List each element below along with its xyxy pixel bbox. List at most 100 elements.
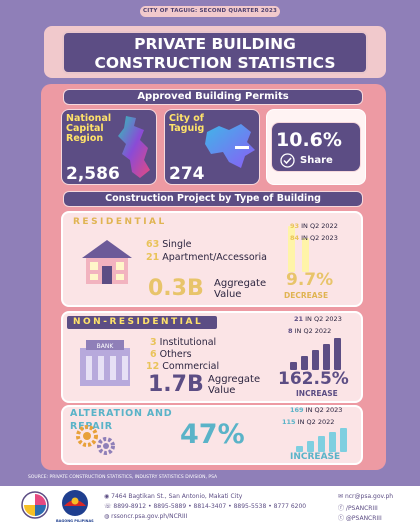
share-card: 10.6% Share bbox=[266, 109, 366, 185]
nonres-value: 1.7B bbox=[148, 372, 204, 397]
residential-value-label-1: Aggregate bbox=[214, 278, 267, 289]
nonres-bar-4 bbox=[323, 344, 330, 370]
alt-change-label: INCREASE bbox=[290, 452, 341, 462]
alt-bars bbox=[296, 428, 352, 452]
alt-q2022-num: 115 bbox=[282, 418, 296, 426]
title-line-1: PRIVATE BUILDING bbox=[134, 35, 296, 53]
residential-value-label: Aggregate Value bbox=[214, 278, 266, 300]
alt-q2022: 115 IN Q2 2022 bbox=[282, 418, 334, 426]
location-icon: ◉ bbox=[104, 493, 112, 500]
permits-heading: Approved Building Permits bbox=[63, 89, 363, 105]
single-label: Single bbox=[162, 239, 192, 250]
res-change-label: DECREASE bbox=[284, 291, 329, 300]
footer-email[interactable]: ✉ ncr@psa.gov.ph bbox=[338, 493, 393, 500]
res-q2022-num: 93 bbox=[290, 222, 300, 230]
twitter-icon: ⓣ bbox=[338, 515, 346, 522]
res-bars-2 bbox=[302, 238, 312, 272]
bagong-pilipinas-logo-icon bbox=[62, 490, 88, 516]
alt-bar-4 bbox=[329, 432, 336, 452]
taguig-map-icon bbox=[205, 124, 255, 168]
bp-label: BAGONG PILIPINAS bbox=[56, 519, 94, 523]
nonres-q2023-label: IN Q2 2023 bbox=[305, 315, 342, 323]
nonres-value-label-1: Aggregate bbox=[208, 374, 261, 385]
email-text[interactable]: ncr@psa.gov.ph bbox=[344, 493, 394, 500]
phone-icon: ☏ bbox=[104, 503, 114, 510]
nonres-bar-5 bbox=[334, 338, 341, 370]
inst-count: 3 bbox=[150, 337, 157, 348]
nonres-q2023-num: 21 bbox=[294, 315, 304, 323]
nonres-value-label: Aggregate Value bbox=[208, 374, 260, 396]
web-text[interactable]: rssoncr.psa.gov.ph/NCRIII bbox=[111, 513, 188, 520]
residential-value-label-2: Value bbox=[214, 289, 242, 300]
comm-label: Commercial bbox=[162, 361, 220, 372]
nonres-change-label: INCREASE bbox=[296, 389, 338, 398]
mail-icon: ✉ bbox=[338, 493, 345, 500]
nonres-bars bbox=[290, 338, 350, 370]
ncr-label: National Capital Region bbox=[66, 113, 112, 144]
apartment-row: 21 Apartment/Accessoria bbox=[146, 252, 267, 263]
res-change: 9.7% bbox=[286, 270, 334, 290]
gears-icon bbox=[76, 425, 115, 455]
nonres-change: 162.5% bbox=[278, 369, 349, 389]
facebook-text[interactable]: /PSANCRIII bbox=[345, 505, 378, 512]
nonres-q2023: 21 IN Q2 2023 bbox=[294, 315, 342, 323]
res-q2023: 84 IN Q2 2023 bbox=[290, 234, 338, 242]
nonres-value-label-2: Value bbox=[208, 385, 236, 396]
footer-twitter[interactable]: ⓣ @PSANCRIII bbox=[338, 513, 382, 522]
report-period-tag: CITY OF TAGUIG: SECOND QUARTER 2023 bbox=[140, 6, 280, 17]
alteration-section bbox=[61, 405, 363, 465]
house-icon bbox=[82, 240, 132, 284]
footer-web[interactable]: ◍ rssoncr.psa.gov.ph/NCRIII bbox=[104, 513, 187, 520]
ncr-card: National Capital Region 2,586 bbox=[61, 109, 157, 185]
nonres-bar-3 bbox=[312, 350, 319, 370]
taguig-card: City of Taguig 274 bbox=[164, 109, 260, 185]
alt-q2022-label: IN Q2 2022 bbox=[297, 418, 335, 426]
inst-label: Institutional bbox=[159, 337, 217, 348]
res-q2023-label: IN Q2 2023 bbox=[301, 234, 338, 242]
share-label: Share bbox=[300, 155, 333, 166]
globe-icon: ◍ bbox=[104, 513, 112, 520]
share-inner: 10.6% Share bbox=[271, 122, 361, 172]
bank-icon: BANK bbox=[80, 340, 130, 386]
nonres-bar-1 bbox=[290, 362, 297, 370]
res-q2023-num: 84 bbox=[290, 234, 300, 242]
res-q2022-label: IN Q2 2022 bbox=[301, 222, 338, 230]
others-count: 6 bbox=[150, 349, 157, 360]
alt-bar-2 bbox=[307, 441, 314, 452]
alteration-value: 47% bbox=[180, 419, 245, 450]
psa-logo-icon bbox=[21, 491, 49, 519]
nonres-bar-2 bbox=[301, 356, 308, 370]
residential-title: RESIDENTIAL bbox=[73, 217, 167, 227]
nonres-q2022: 8 IN Q2 2022 bbox=[288, 327, 331, 335]
alt-bar-3 bbox=[318, 436, 325, 452]
nonres-q2022-num: 8 bbox=[288, 327, 293, 335]
apartment-label: Apartment/Accessoria bbox=[162, 252, 267, 263]
address-text: 7464 Bagtikan St., San Antonio, Makati C… bbox=[111, 493, 243, 500]
comm-row: 12 Commercial bbox=[146, 361, 219, 372]
footer-facebook[interactable]: ⓕ /PSANCRIII bbox=[338, 503, 378, 512]
bank-sign: BANK bbox=[97, 343, 115, 350]
nonres-q2022-label: IN Q2 2022 bbox=[294, 327, 332, 335]
alt-bar-1 bbox=[296, 446, 303, 452]
source-note: SOURCE: PRIVATE CONSTRUCTION STATISTICS,… bbox=[28, 475, 218, 480]
footer-address: ◉ 7464 Bagtikan St., San Antonio, Makati… bbox=[104, 493, 242, 500]
title-line-2: CONSTRUCTION STATISTICS bbox=[94, 54, 336, 72]
taguig-label: City of Taguig bbox=[169, 113, 205, 134]
res-bars bbox=[288, 226, 298, 272]
share-value: 10.6% bbox=[276, 129, 342, 151]
nonres-title: NON-RESIDENTIAL bbox=[67, 316, 217, 329]
ncr-map-icon bbox=[118, 116, 150, 178]
alt-q2023-label: IN Q2 2023 bbox=[305, 406, 343, 414]
single-row: 63 Single bbox=[146, 239, 191, 250]
residential-value: 0.3B bbox=[148, 276, 204, 301]
others-label: Others bbox=[159, 349, 192, 360]
residential-section bbox=[61, 211, 363, 307]
others-row: 6 Others bbox=[150, 349, 192, 360]
comm-count: 12 bbox=[146, 361, 160, 372]
by-type-heading: Construction Project by Type of Building bbox=[63, 191, 363, 207]
ncr-value: 2,586 bbox=[66, 164, 120, 184]
check-badge-icon bbox=[280, 153, 295, 168]
res-bar-2022 bbox=[288, 226, 295, 272]
footer-phones: ☏ 8899-8912 • 8895-5889 • 8814-3407 • 88… bbox=[104, 503, 306, 510]
twitter-text[interactable]: @PSANCRIII bbox=[345, 515, 382, 522]
